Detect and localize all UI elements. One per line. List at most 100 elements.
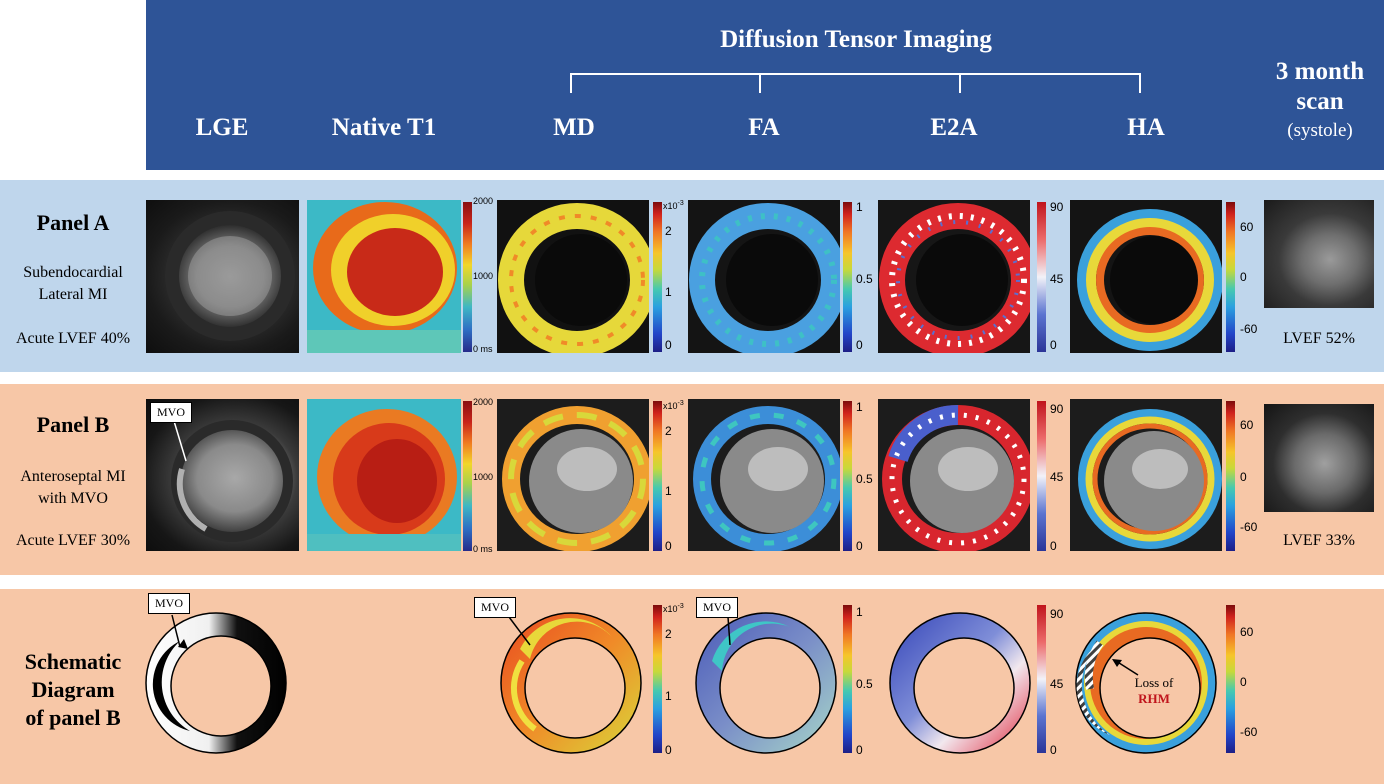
panel-b-title: Panel B	[36, 412, 110, 437]
column-header-fa: FA	[748, 114, 780, 141]
ha-map-a	[1077, 209, 1222, 351]
dti-title: Diffusion Tensor Imaging	[720, 26, 992, 53]
column-header-lge: LGE	[195, 114, 249, 141]
ha-tick-mid-b: 0	[1240, 470, 1247, 484]
e2a-colorbar-a	[1037, 202, 1046, 352]
e2a-tick-top-a: 90	[1050, 200, 1064, 214]
t1-tick-bottom-a: 0 ms	[473, 344, 493, 354]
dti-bracket-horizontal	[570, 73, 1141, 75]
lge-image-b	[146, 399, 299, 551]
md-tick-1-schematic: 1	[665, 689, 672, 703]
t1-tick-mid-a: 1000	[473, 271, 494, 281]
md-tick-1-a: 1	[665, 285, 672, 299]
panel-b-followup-lvef: LVEF 33%	[1283, 532, 1355, 549]
e2a-colorbar-schematic	[1037, 605, 1046, 753]
e2a-image-b	[878, 399, 1030, 551]
dti-bracket-tick-e2a	[959, 73, 961, 93]
lge-myocardium-b	[171, 420, 293, 542]
md-tick-2-a: 2	[665, 224, 672, 238]
panel-b-acute-lvef: Acute LVEF 30%	[15, 532, 131, 549]
t1-image-b	[307, 399, 461, 551]
md-colorbar-a	[653, 202, 662, 352]
panel-a-followup-lvef: LVEF 52%	[1283, 330, 1355, 347]
fa-colorbar-schematic	[843, 605, 852, 753]
fa-colorbar-b	[843, 401, 852, 551]
md-tick-top-exp-schematic: -3	[677, 603, 684, 610]
panel-a-title: Panel A	[36, 210, 110, 235]
fa-tick-mid-b: 0.5	[856, 472, 873, 486]
e2a-tick-bottom-a: 0	[1050, 338, 1057, 352]
fa-colorbar-a	[843, 202, 852, 352]
column-header-e2a: E2A	[930, 114, 978, 141]
ha-image-a	[1070, 200, 1222, 353]
dti-bracket-tick-ha	[1139, 73, 1141, 93]
t1-colorbar-b	[463, 401, 472, 551]
lge-myocardium-a	[165, 211, 295, 341]
md-image-b	[497, 399, 649, 551]
ha-colorbar-a	[1226, 202, 1235, 352]
e2a-tick-bottom-b: 0	[1050, 539, 1057, 553]
fa-map-a	[689, 203, 840, 353]
schematic-title-line3: of panel B	[25, 705, 121, 730]
schematic-title-line2: Diagram	[31, 677, 115, 702]
loss-label-line1: Loss of	[1134, 675, 1174, 690]
ha-tick-bottom-schematic: -60	[1240, 725, 1258, 739]
loss-of-rhm-label: Loss of RHM	[1126, 675, 1182, 707]
fa-tick-bottom-b: 0	[856, 539, 863, 553]
md-tick-0-b: 0	[665, 539, 672, 553]
e2a-colorbar-b	[1037, 401, 1046, 551]
ha-image-b	[1070, 399, 1222, 551]
ha-tick-bottom-a: -60	[1240, 322, 1258, 336]
column-header-scan-line2: scan	[1296, 88, 1344, 115]
t1-image-a	[307, 200, 461, 353]
md-tick-0-a: 0	[665, 338, 672, 352]
md-map-b	[502, 406, 649, 551]
e2a-tick-mid-schematic: 45	[1050, 677, 1064, 691]
md-tick-top-a: x10-3	[663, 200, 684, 211]
fa-image-b	[688, 399, 840, 551]
e2a-tick-mid-b: 45	[1050, 470, 1064, 484]
ha-tick-mid-schematic: 0	[1240, 675, 1247, 689]
md-tick-top-exp-a: -3	[677, 200, 684, 207]
schematic-mvo-callout-fa: MVO	[696, 597, 739, 618]
schematic-mvo-callout-lge: MVO	[148, 593, 191, 614]
schematic-title-line1: Schematic	[24, 649, 122, 674]
ha-tick-top-schematic: 60	[1240, 625, 1254, 639]
followup-image-a	[1264, 200, 1374, 308]
md-tick-top-schematic: x10-3	[663, 603, 684, 614]
ha-tick-mid-a: 0	[1240, 270, 1247, 284]
column-header-scan-line3: (systole)	[1287, 120, 1353, 141]
column-header-native-t1: Native T1	[331, 114, 437, 141]
e2a-image-a	[878, 200, 1030, 353]
t1-tick-top-b: 2000	[473, 397, 494, 407]
md-colorbar-schematic	[653, 605, 662, 753]
e2a-tick-bottom-schematic: 0	[1050, 743, 1057, 757]
panel-b-desc-line2: with MVO	[38, 490, 108, 507]
column-header-scan-line1: 3 month	[1275, 58, 1365, 85]
ha-colorbar-schematic	[1226, 605, 1235, 753]
ha-map-b	[1078, 409, 1222, 549]
panel-a-desc-line2: Lateral MI	[38, 286, 108, 303]
schematic-panel: Schematic Diagram of panel B	[0, 589, 1384, 784]
dti-bracket-tick-md	[570, 73, 572, 93]
followup-image-b	[1264, 404, 1374, 512]
lge-image-a	[146, 200, 299, 353]
loss-label-line2: RHM	[1138, 691, 1170, 706]
fa-image-a	[688, 200, 840, 353]
md-tick-2-b: 2	[665, 424, 672, 438]
schematic-mvo-callout-md: MVO	[474, 597, 517, 618]
panel-a-acute-lvef: Acute LVEF 40%	[15, 330, 131, 347]
md-image-a	[497, 200, 649, 353]
t1-map-a	[307, 202, 461, 353]
t1-tick-mid-b: 1000	[473, 472, 494, 482]
panel-b-desc-line1: Anteroseptal MI	[20, 468, 126, 485]
t1-colorbar-a	[463, 202, 472, 352]
e2a-tick-top-schematic: 90	[1050, 607, 1064, 621]
panel-a-desc-line1: Subendocardial	[23, 264, 123, 281]
md-tick-1-b: 1	[665, 484, 672, 498]
md-map-a	[498, 203, 649, 353]
md-tick-top-b: x10-3	[663, 400, 684, 411]
panel-b: Panel B Anteroseptal MI with MVO Acute L…	[0, 384, 1384, 575]
fa-tick-top-schematic: 1	[856, 605, 863, 619]
fa-tick-mid-schematic: 0.5	[856, 677, 873, 691]
